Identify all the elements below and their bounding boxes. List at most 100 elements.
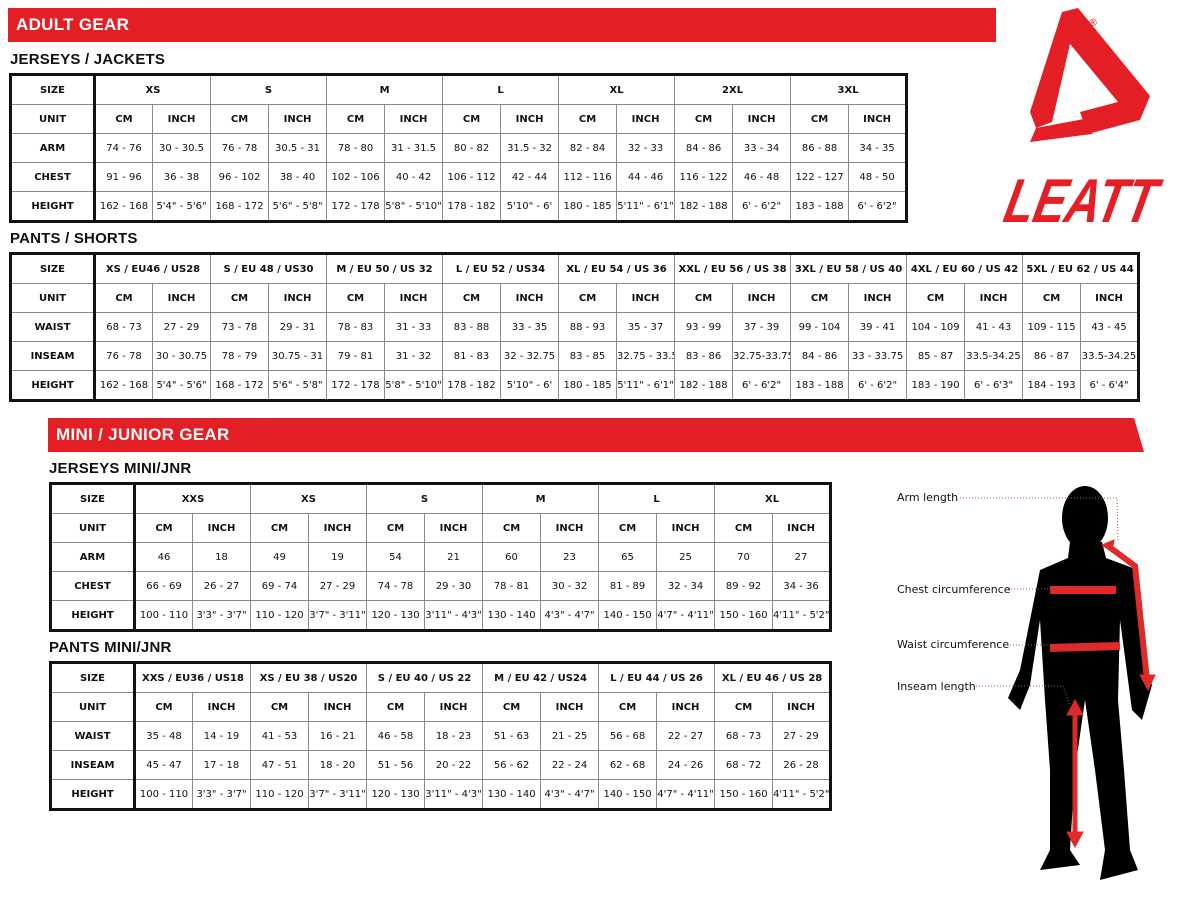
measurement-cell: 78 - 81 xyxy=(482,571,542,601)
unit-inch: INCH xyxy=(732,104,792,134)
size-header: XXS / EU36 / US18 xyxy=(134,662,251,693)
measurement-cell: 27 - 29 xyxy=(772,721,832,751)
unit-cm: CM xyxy=(250,513,309,543)
size-header: 5XL / EU 62 / US 44 xyxy=(1022,253,1140,284)
measurement-cell: 34 - 35 xyxy=(848,133,908,163)
unit-inch: INCH xyxy=(848,104,908,134)
measurement-cell: 180 - 185 xyxy=(558,191,618,222)
size-header: XS xyxy=(249,483,368,514)
body-measurement-figure: Arm length Chest circumference Waist cir… xyxy=(880,470,1180,890)
measurement-cell: 82 - 84 xyxy=(558,133,618,163)
measurement-cell: 5'11" - 6'1" xyxy=(616,191,676,222)
arm-length-label: Arm length xyxy=(897,491,959,504)
unit-cm: CM xyxy=(790,283,850,313)
measurement-cell: 30.5 - 31 xyxy=(268,133,328,163)
measurement-cell: 4'3" - 4'7" xyxy=(540,600,600,631)
measurement-cell: 6' - 6'2" xyxy=(848,370,908,401)
measurement-cell: 3'3" - 3'7" xyxy=(192,779,251,810)
measurement-cell: 183 - 188 xyxy=(790,191,850,222)
unit-cm: CM xyxy=(366,513,426,543)
size-header: S / EU 40 / US 22 xyxy=(366,662,484,693)
unit-cm: CM xyxy=(714,692,774,722)
measurement-cell: 84 - 86 xyxy=(790,341,850,371)
measurement-cell: 79 - 81 xyxy=(326,341,385,371)
measurement-cell: 34 - 36 xyxy=(772,571,832,601)
size-header-row: SIZE XS S M L XL 2XL 3XL xyxy=(10,74,908,105)
row-label: WAIST xyxy=(50,721,136,751)
measurement-cell: 21 xyxy=(424,542,484,572)
unit-inch: INCH xyxy=(964,283,1024,313)
unit-inch: INCH xyxy=(1080,283,1140,313)
measurement-cell: 6' - 6'4" xyxy=(1080,370,1140,401)
measurement-cell: 30 - 32 xyxy=(540,571,600,601)
measurement-cell: 83 - 86 xyxy=(674,341,734,371)
measurement-cell: 150 - 160 xyxy=(714,600,774,631)
measurement-cell: 116 - 122 xyxy=(674,162,734,192)
measurement-cell: 168 - 172 xyxy=(210,370,269,401)
unit-inch: INCH xyxy=(500,104,560,134)
measurement-cell: 35 - 37 xyxy=(616,312,676,342)
measurement-cell: 4'3" - 4'7" xyxy=(540,779,600,810)
measurement-cell: 21 - 25 xyxy=(540,721,600,751)
unit-cm: CM xyxy=(674,104,734,134)
measurement-cell: 73 - 78 xyxy=(210,312,269,342)
measurement-cell: 30.75 - 31 xyxy=(268,341,327,371)
row-label: WAIST xyxy=(10,312,96,342)
unit-cm: CM xyxy=(210,104,270,134)
measurement-cell: 41 - 43 xyxy=(964,312,1024,342)
measurement-cell: 22 - 24 xyxy=(540,750,600,780)
measurement-cell: 78 - 83 xyxy=(326,312,385,342)
unit-inch: INCH xyxy=(268,104,328,134)
measurement-cell: 18 - 23 xyxy=(424,721,484,751)
measurement-cell: 112 - 116 xyxy=(558,162,618,192)
measurement-cell: 18 xyxy=(192,542,251,572)
measurement-cell: 70 xyxy=(714,542,774,572)
unit-inch: INCH xyxy=(772,513,832,543)
measurement-cell: 18 - 20 xyxy=(307,750,368,780)
measurement-cell: 81 - 83 xyxy=(442,341,501,371)
table-row: CHEST 66 - 69 26 - 27 69 - 74 27 - 29 74 - 78… xyxy=(50,571,832,601)
measurement-cell: 80 - 82 xyxy=(442,133,502,163)
measurement-cell: 47 - 51 xyxy=(250,750,309,780)
measurement-cell: 162 - 168 xyxy=(94,370,153,401)
unit-cm: CM xyxy=(598,692,658,722)
row-label: ARM xyxy=(50,542,136,572)
size-header: XL / EU 54 / US 36 xyxy=(558,253,676,284)
size-header: S xyxy=(210,74,328,105)
jackets-title: JERSEYS / JACKETS xyxy=(10,51,166,68)
unit-cm: CM xyxy=(366,692,426,722)
measurement-cell: 32.75-33.75 xyxy=(732,341,792,371)
size-header: M xyxy=(482,483,600,514)
waist-circumference-label: Waist circumference xyxy=(897,638,1010,651)
measurement-cell: 140 - 150 xyxy=(598,600,658,631)
measurement-cell: 162 - 168 xyxy=(94,191,153,222)
size-label: SIZE xyxy=(10,253,96,284)
measurement-cell: 83 - 85 xyxy=(558,341,618,371)
measurement-cell: 6' - 6'3" xyxy=(964,370,1024,401)
measurement-cell: 89 - 92 xyxy=(714,571,774,601)
measurement-cell: 31.5 - 32 xyxy=(500,133,560,163)
measurement-cell: 178 - 182 xyxy=(442,370,501,401)
measurement-cell: 76 - 78 xyxy=(210,133,270,163)
unit-inch: INCH xyxy=(307,513,368,543)
measurement-cell: 39 - 41 xyxy=(848,312,908,342)
table-row: HEIGHT 100 - 110 3'3" - 3'7" 110 - 120 3'7" … xyxy=(50,779,832,810)
measurement-cell: 99 - 104 xyxy=(790,312,850,342)
measurement-cell: 86 - 88 xyxy=(790,133,850,163)
measurement-cell: 38 - 40 xyxy=(268,162,328,192)
measurement-cell: 68 - 73 xyxy=(714,721,774,751)
inseam-length-label: Inseam length xyxy=(897,680,976,693)
unit-cm: CM xyxy=(442,283,501,313)
unit-cm: CM xyxy=(210,283,269,313)
measurement-cell: 35 - 48 xyxy=(134,721,193,751)
unit-inch: INCH xyxy=(307,692,368,722)
measurement-cell: 106 - 112 xyxy=(442,162,502,192)
measurement-cell: 65 xyxy=(598,542,658,572)
unit-cm: CM xyxy=(714,513,774,543)
measurement-cell: 33.5-34.25 xyxy=(1080,341,1140,371)
size-header: XL / EU 46 / US 28 xyxy=(714,662,832,693)
measurement-cell: 84 - 86 xyxy=(674,133,734,163)
table-row: HEIGHT 162 - 168 5'4" - 5'6" 168 - 172 5'6" … xyxy=(10,370,1140,401)
measurement-cell: 5'8" - 5'10" xyxy=(384,370,443,401)
measurement-cell: 31 - 31.5 xyxy=(384,133,444,163)
